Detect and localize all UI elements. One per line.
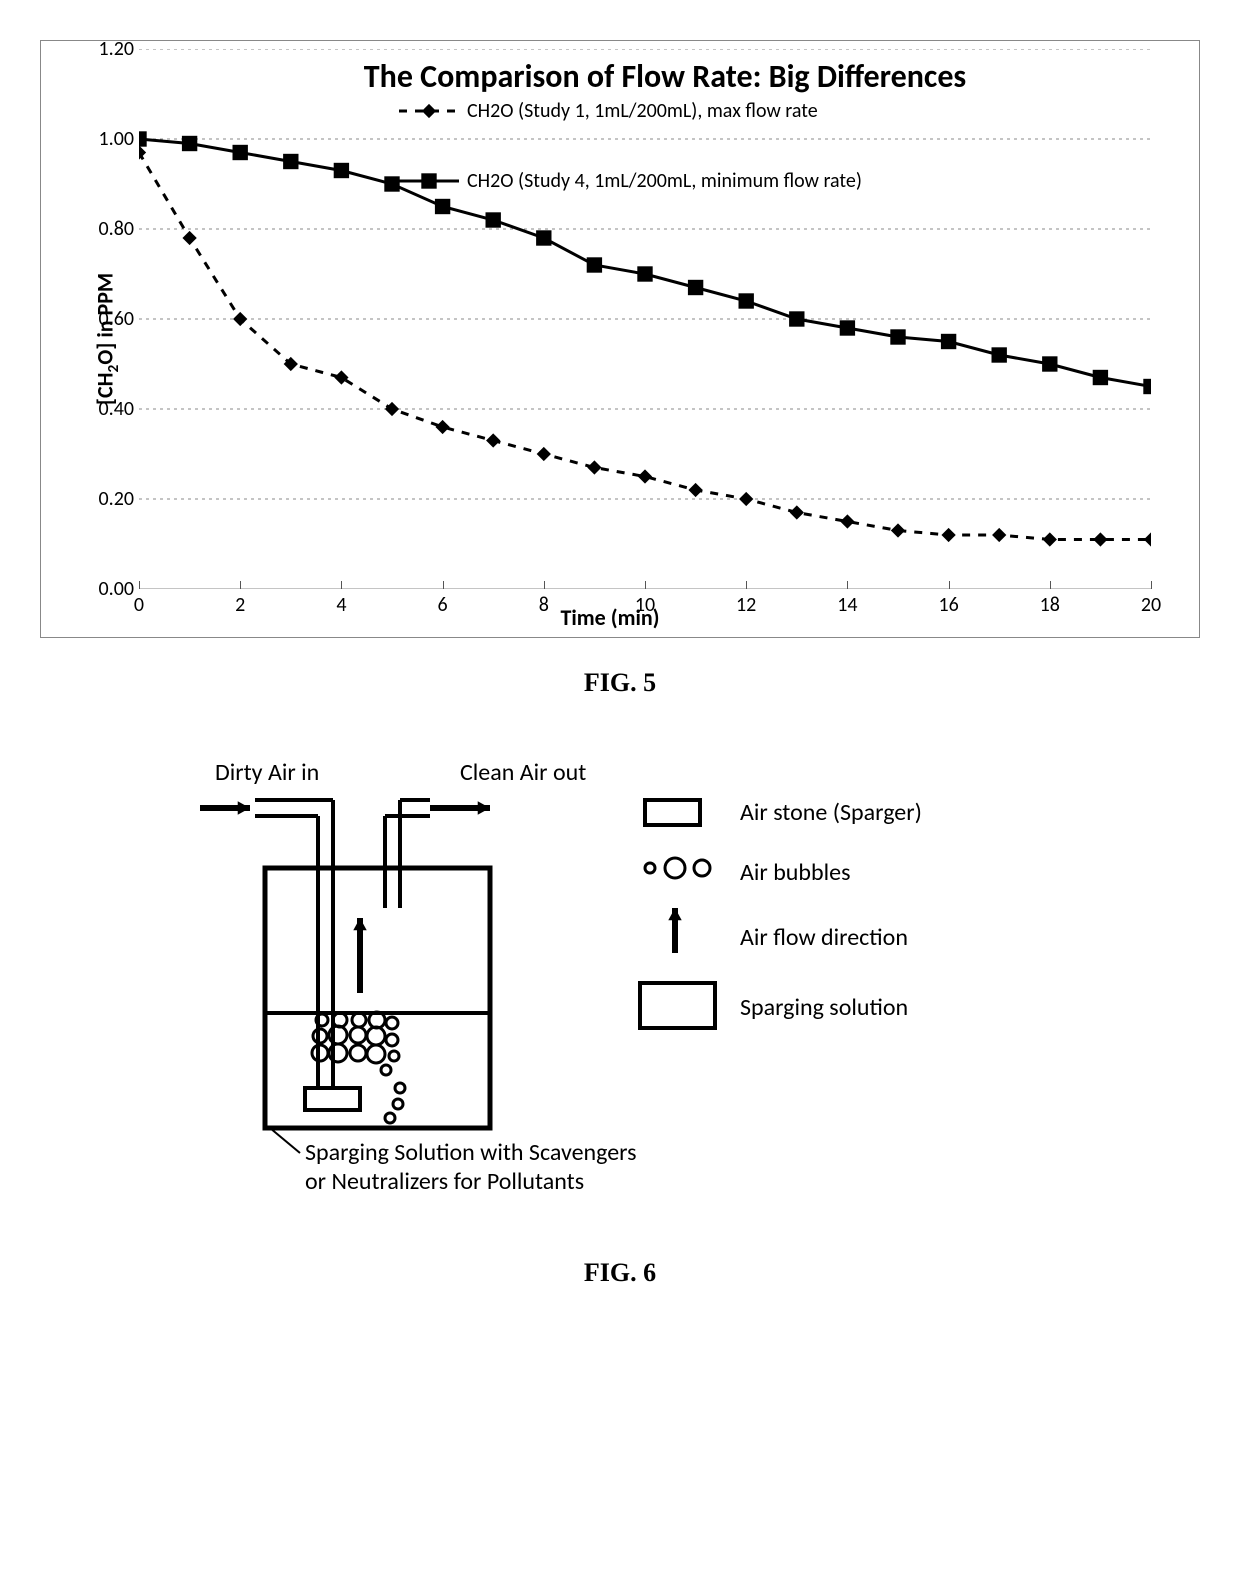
- x-tick-label: 8: [529, 593, 559, 617]
- figure-5-caption: FIG. 5: [40, 668, 1200, 698]
- sparging-diagram: Dirty Air in Clean Air out Air stone (Sp…: [40, 758, 1200, 1198]
- x-tick-label: 18: [1035, 593, 1065, 617]
- x-tick-label: 6: [428, 593, 458, 617]
- y-axis-label: [CH2O] in PPM: [91, 273, 122, 405]
- legend-entry: CH2O (Study 4, 1mL/200mL, minimum flow r…: [399, 169, 862, 193]
- y-tick-label: 1.20: [89, 37, 134, 61]
- diagram-svg: [170, 758, 1070, 1198]
- y-tick-label: 1.00: [89, 127, 134, 151]
- y-tick-label: 0.40: [89, 397, 134, 421]
- x-tick-label: 12: [731, 593, 761, 617]
- plot-area: [139, 49, 1151, 589]
- flow-rate-chart: The Comparison of Flow Rate: Big Differe…: [40, 40, 1200, 638]
- air-bubbles-label: Air bubbles: [740, 858, 850, 887]
- diagram-caption: Sparging Solution with Scavengers or Neu…: [305, 1138, 637, 1196]
- figure-6-caption: FIG. 6: [40, 1258, 1200, 1288]
- dirty-air-label: Dirty Air in: [215, 758, 319, 787]
- x-tick-label: 4: [326, 593, 356, 617]
- y-tick-label: 0.80: [89, 217, 134, 241]
- air-flow-label: Air flow direction: [740, 923, 908, 952]
- x-tick-label: 14: [832, 593, 862, 617]
- x-tick-label: 0: [124, 593, 154, 617]
- sparging-solution-label: Sparging solution: [740, 993, 908, 1022]
- air-stone-label: Air stone (Sparger): [740, 798, 922, 827]
- x-tick-label: 2: [225, 593, 255, 617]
- clean-air-label: Clean Air out: [460, 758, 586, 787]
- legend-entry: CH2O (Study 1, 1mL/200mL), max flow rate: [399, 99, 818, 123]
- y-tick-label: 0.60: [89, 307, 134, 331]
- x-tick-label: 16: [934, 593, 964, 617]
- x-tick-label: 20: [1136, 593, 1166, 617]
- y-tick-label: 0.20: [89, 487, 134, 511]
- x-tick-label: 10: [630, 593, 660, 617]
